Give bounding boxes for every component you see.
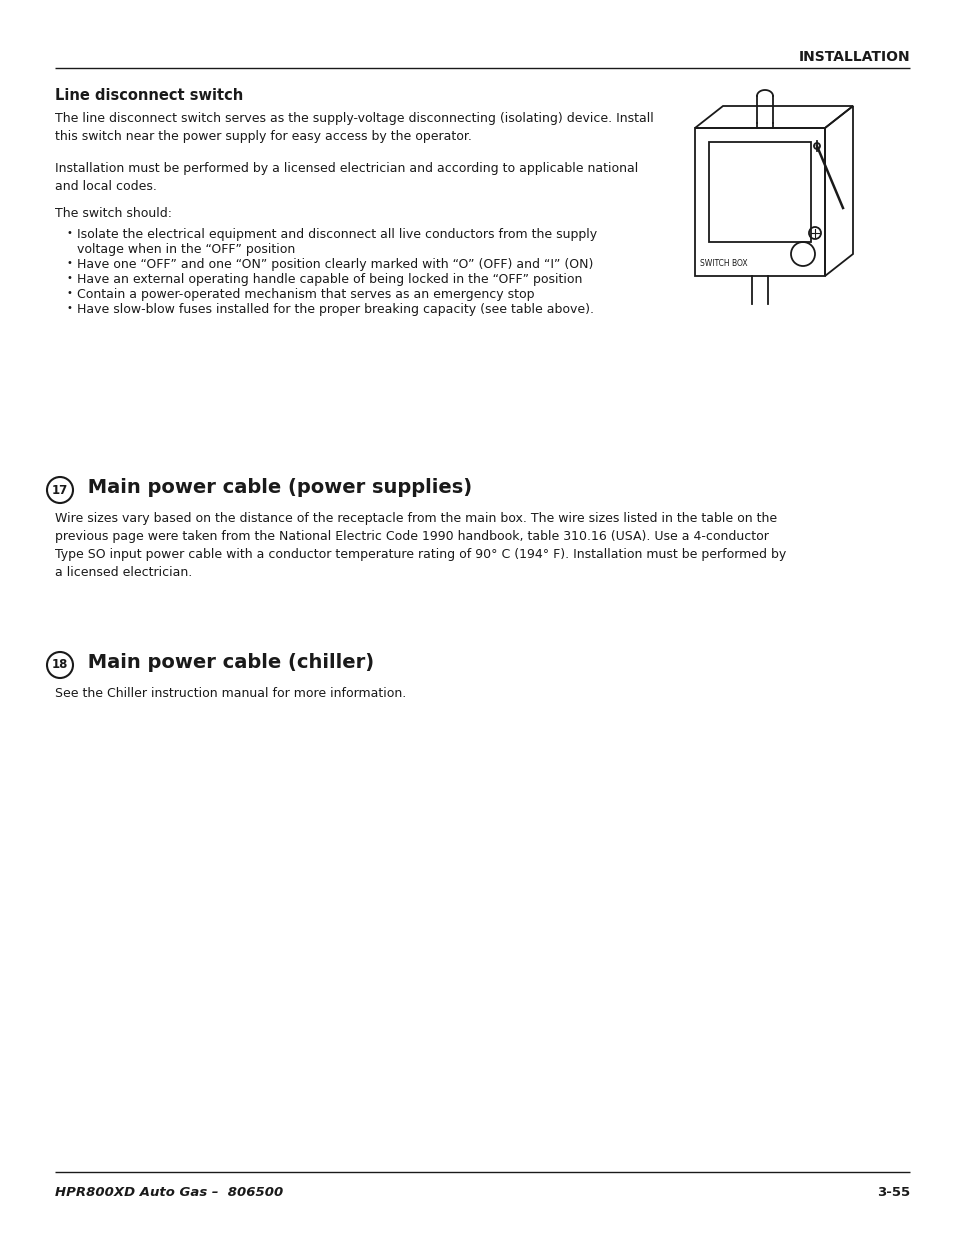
Text: •: • bbox=[67, 228, 72, 238]
Text: 18: 18 bbox=[51, 658, 68, 672]
Text: •: • bbox=[67, 288, 72, 298]
Text: •: • bbox=[67, 273, 72, 283]
Text: Isolate the electrical equipment and disconnect all live conductors from the sup: Isolate the electrical equipment and dis… bbox=[77, 228, 597, 241]
Text: Line disconnect switch: Line disconnect switch bbox=[55, 88, 243, 103]
Text: The line disconnect switch serves as the supply-voltage disconnecting (isolating: The line disconnect switch serves as the… bbox=[55, 112, 653, 143]
Text: Main power cable (chiller): Main power cable (chiller) bbox=[81, 653, 374, 672]
Text: 3-55: 3-55 bbox=[876, 1186, 909, 1199]
Text: •: • bbox=[67, 303, 72, 312]
Text: Main power cable (power supplies): Main power cable (power supplies) bbox=[81, 478, 472, 496]
Text: 17: 17 bbox=[51, 483, 68, 496]
Text: •: • bbox=[67, 258, 72, 268]
Text: Contain a power-operated mechanism that serves as an emergency stop: Contain a power-operated mechanism that … bbox=[77, 288, 534, 301]
Text: See the Chiller instruction manual for more information.: See the Chiller instruction manual for m… bbox=[55, 687, 406, 700]
Text: The switch should:: The switch should: bbox=[55, 207, 172, 220]
Text: voltage when in the “OFF” position: voltage when in the “OFF” position bbox=[77, 243, 294, 256]
Text: SWITCH BOX: SWITCH BOX bbox=[700, 259, 747, 268]
Circle shape bbox=[813, 143, 820, 149]
Text: INSTALLATION: INSTALLATION bbox=[798, 49, 909, 64]
Text: Installation must be performed by a licensed electrician and according to applic: Installation must be performed by a lice… bbox=[55, 162, 638, 193]
Text: Wire sizes vary based on the distance of the receptacle from the main box. The w: Wire sizes vary based on the distance of… bbox=[55, 513, 785, 579]
Text: Have slow-blow fuses installed for the proper breaking capacity (see table above: Have slow-blow fuses installed for the p… bbox=[77, 303, 594, 316]
Text: HPR800XD Auto Gas –  806500: HPR800XD Auto Gas – 806500 bbox=[55, 1186, 283, 1199]
Text: Have one “OFF” and one “ON” position clearly marked with “O” (OFF) and “I” (ON): Have one “OFF” and one “ON” position cle… bbox=[77, 258, 593, 270]
Text: Have an external operating handle capable of being locked in the “OFF” position: Have an external operating handle capabl… bbox=[77, 273, 581, 287]
